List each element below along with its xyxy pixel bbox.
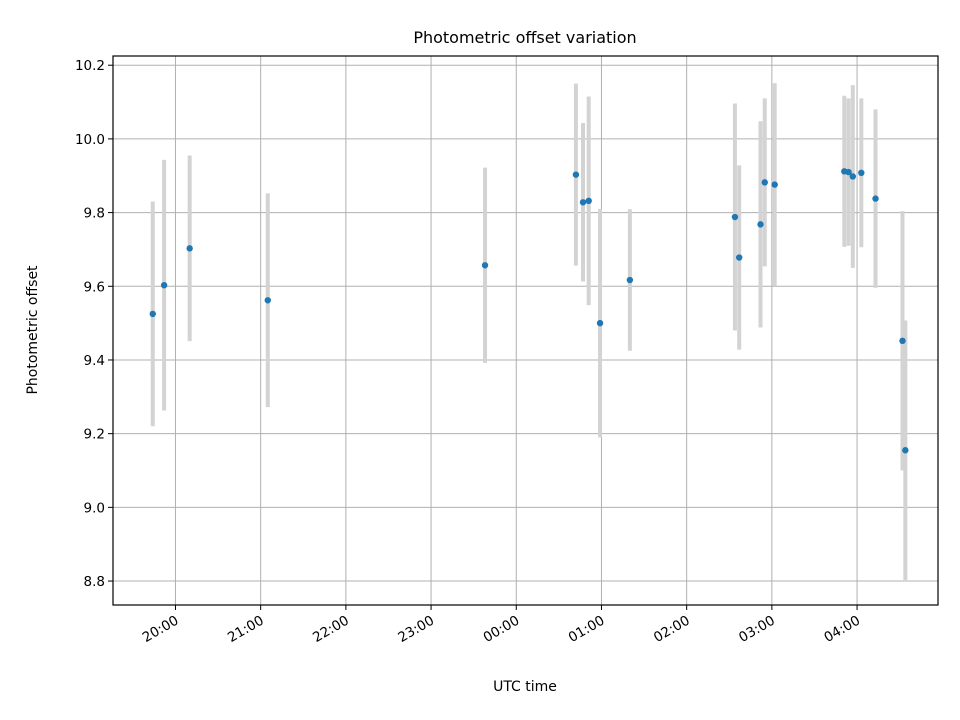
data-point	[160, 281, 168, 289]
y-tick-label: 9.6	[84, 279, 105, 295]
data-point	[626, 276, 634, 284]
y-tick-label: 9.4	[84, 353, 105, 369]
y-axis-label: Photometric offset	[25, 265, 41, 395]
data-point	[585, 197, 592, 205]
x-axis: 20:00 21:00 22:00 23:00 00:00 01:00 02:00 03:00…	[140, 605, 863, 646]
data-point	[845, 168, 852, 176]
data-point	[849, 173, 857, 180]
data-point	[481, 262, 489, 269]
data-point	[149, 310, 156, 318]
errorbar-layer	[150, 83, 908, 580]
data-point	[858, 169, 865, 177]
data-point	[872, 195, 879, 202]
point-layer	[149, 168, 909, 454]
data-point	[596, 319, 604, 327]
x-tick-label: 01:00	[566, 613, 608, 646]
data-point	[579, 199, 587, 206]
data-point	[186, 245, 193, 252]
y-axis: 8.8 9.0 9.2 9.4 9.6 9.8 10.0 10.2	[75, 58, 113, 590]
data-point	[757, 221, 764, 228]
x-tick-label: 23:00	[395, 613, 437, 646]
data-point	[761, 179, 768, 186]
y-tick-label: 9.0	[84, 500, 105, 516]
x-tick-label: 03:00	[736, 613, 778, 646]
x-tick-label: 04:00	[821, 613, 863, 646]
chart-title: Photometric offset variation	[413, 28, 636, 47]
x-tick-label: 02:00	[651, 613, 693, 646]
x-tick-label: 00:00	[481, 613, 523, 646]
data-point	[771, 181, 778, 188]
y-tick-label: 10.2	[75, 58, 105, 74]
x-tick-label: 21:00	[225, 613, 267, 646]
data-point	[731, 213, 739, 221]
data-point	[572, 171, 580, 178]
y-tick-label: 9.2	[84, 427, 105, 443]
y-tick-label: 9.8	[84, 206, 105, 222]
grid-layer	[113, 56, 938, 605]
y-tick-label: 8.8	[84, 574, 105, 590]
data-point	[899, 337, 906, 345]
plot-frame	[112, 55, 939, 606]
data-point	[736, 254, 743, 261]
x-axis-label: UTC time	[493, 679, 557, 695]
data-point	[264, 297, 271, 304]
data-point	[902, 447, 909, 454]
x-tick-label: 22:00	[310, 613, 352, 646]
y-tick-label: 10.0	[75, 132, 105, 148]
x-tick-label: 20:00	[140, 613, 182, 646]
